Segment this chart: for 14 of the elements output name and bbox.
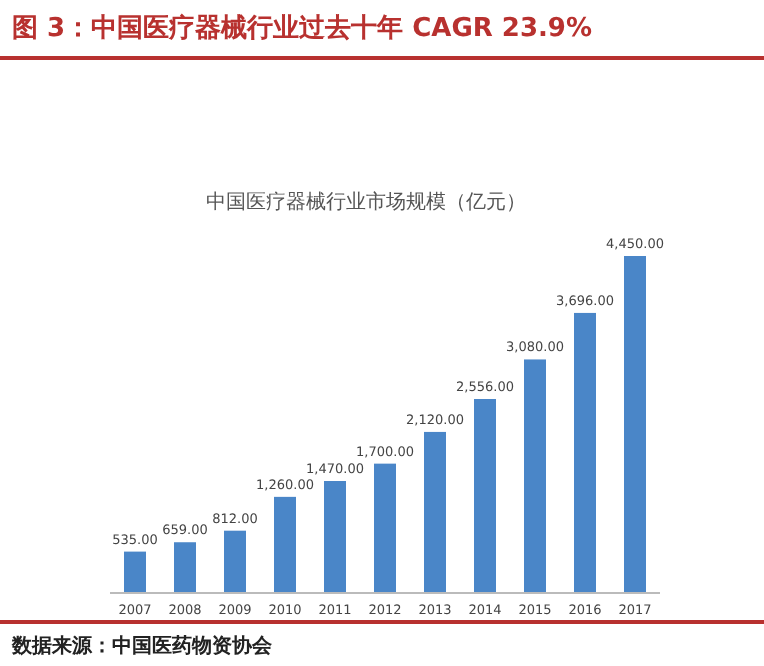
bar bbox=[324, 481, 346, 592]
bar bbox=[174, 542, 196, 592]
bar bbox=[124, 551, 146, 592]
chart-title: 图 3：中国医疗器械行业过去十年 CAGR 23.9% bbox=[12, 12, 593, 44]
bar bbox=[574, 312, 596, 592]
bar bbox=[474, 399, 496, 592]
bar bbox=[274, 496, 296, 592]
bar bbox=[424, 431, 446, 592]
bar bbox=[624, 256, 646, 592]
bar bbox=[224, 530, 246, 592]
bar bbox=[374, 463, 396, 592]
chart-subtitle: 中国医疗器械行业市场规模（亿元） bbox=[206, 190, 526, 214]
source-note: 数据来源：中国医药物资协会 bbox=[10, 634, 274, 658]
bar bbox=[524, 359, 546, 592]
